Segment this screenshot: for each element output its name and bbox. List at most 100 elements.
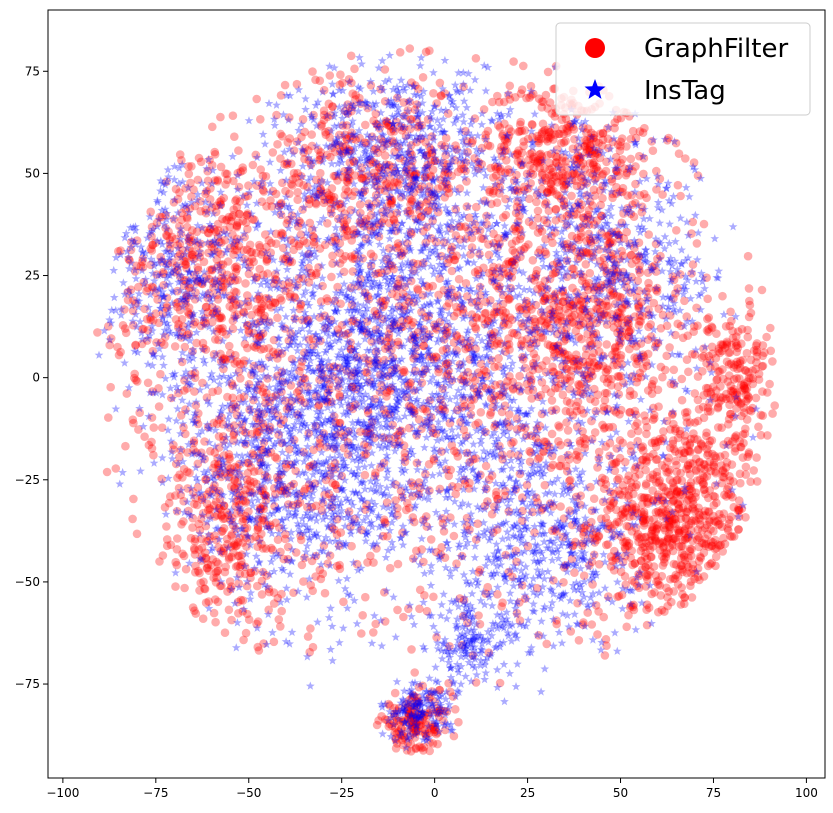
graphfilter-point	[652, 521, 661, 530]
graphfilter-point	[636, 443, 646, 452]
graphfilter-point	[453, 167, 463, 177]
graphfilter-point	[723, 524, 732, 533]
graphfilter-point	[588, 580, 597, 589]
graphfilter-point	[405, 44, 415, 53]
graphfilter-point	[120, 324, 130, 333]
graphfilter-point	[611, 555, 620, 565]
graphfilter-point	[693, 395, 703, 405]
graphfilter-point	[633, 581, 642, 591]
graphfilter-point	[705, 517, 714, 527]
graphfilter-point	[733, 390, 742, 400]
graphfilter-point	[195, 586, 204, 595]
graphfilter-point	[700, 534, 710, 543]
graphfilter-point	[620, 508, 630, 518]
graphfilter-point	[704, 448, 713, 458]
graphfilter-point	[681, 513, 690, 523]
graphfilter-point	[768, 409, 777, 418]
graphfilter-point	[450, 446, 459, 456]
graphfilter-point	[311, 199, 321, 209]
graphfilter-point	[736, 442, 745, 452]
graphfilter-point	[687, 516, 697, 526]
graphfilter-point	[657, 495, 666, 505]
graphfilter-point	[436, 91, 446, 101]
graphfilter-point	[642, 572, 651, 581]
graphfilter-point	[271, 239, 281, 248]
graphfilter-point	[671, 447, 680, 456]
graphfilter-point	[768, 357, 777, 366]
graphfilter-point	[516, 117, 525, 127]
graphfilter-point	[630, 559, 640, 568]
graphfilter-point	[273, 140, 282, 149]
graphfilter-point	[542, 639, 551, 649]
graphfilter-point	[540, 125, 550, 135]
graphfilter-point	[735, 469, 745, 479]
graphfilter-point	[613, 114, 622, 124]
graphfilter-point	[685, 470, 695, 479]
graphfilter-point	[571, 537, 580, 547]
graphfilter-point	[743, 452, 752, 462]
graphfilter-point	[690, 574, 699, 584]
graphfilter-point	[604, 592, 613, 601]
graphfilter-point	[597, 473, 607, 483]
graphfilter-point	[672, 460, 681, 470]
graphfilter-point	[220, 628, 230, 637]
graphfilter-point	[697, 353, 707, 362]
graphfilter-point	[734, 512, 744, 522]
graphfilter-point	[647, 535, 657, 545]
graphfilter-point	[668, 439, 678, 449]
graphfilter-point	[651, 535, 660, 545]
graphfilter-point	[429, 592, 438, 602]
graphfilter-point	[725, 476, 735, 485]
graphfilter-point	[752, 477, 762, 486]
graphfilter-point	[651, 534, 660, 543]
graphfilter-point	[612, 517, 622, 527]
graphfilter-point	[654, 576, 663, 585]
graphfilter-point	[637, 556, 646, 565]
graphfilter-point	[179, 551, 189, 561]
graphfilter-point	[668, 541, 677, 550]
graphfilter-point	[693, 564, 703, 573]
graphfilter-point	[567, 191, 576, 201]
graphfilter-point	[638, 513, 647, 523]
graphfilter-point	[699, 572, 709, 581]
graphfilter-point	[687, 545, 696, 554]
graphfilter-point	[613, 592, 622, 602]
graphfilter-point	[700, 523, 710, 533]
graphfilter-point	[720, 450, 730, 460]
graphfilter-point	[719, 509, 729, 518]
graphfilter-point	[707, 342, 717, 352]
graphfilter-point	[624, 493, 633, 503]
graphfilter-point	[638, 455, 647, 465]
graphfilter-point	[649, 495, 658, 505]
graphfilter-point	[249, 477, 259, 487]
graphfilter-point	[674, 504, 684, 513]
graphfilter-point	[744, 449, 754, 459]
graphfilter-point	[664, 467, 673, 477]
graphfilter-point	[662, 583, 671, 593]
graphfilter-point	[703, 294, 712, 304]
graphfilter-point	[659, 543, 668, 552]
graphfilter-point	[682, 407, 692, 417]
graphfilter-point	[737, 398, 746, 408]
graphfilter-point	[484, 250, 494, 260]
graphfilter-point	[657, 571, 667, 581]
graphfilter-point	[642, 493, 652, 503]
graphfilter-point	[541, 90, 551, 100]
graphfilter-point	[684, 553, 693, 562]
graphfilter-point	[511, 236, 521, 245]
graphfilter-point	[711, 386, 721, 395]
graphfilter-point	[614, 518, 624, 527]
graphfilter-point	[713, 423, 723, 432]
graphfilter-point	[727, 532, 737, 541]
graphfilter-point	[471, 324, 481, 334]
graphfilter-point	[668, 497, 677, 507]
graphfilter-point	[668, 436, 678, 445]
graphfilter-point	[157, 423, 167, 433]
graphfilter-point	[617, 532, 626, 542]
graphfilter-point	[616, 510, 626, 520]
graphfilter-point	[471, 54, 481, 63]
graphfilter-point	[680, 529, 689, 538]
graphfilter-point	[559, 514, 569, 523]
graphfilter-point	[651, 536, 661, 546]
graphfilter-point	[225, 341, 234, 351]
